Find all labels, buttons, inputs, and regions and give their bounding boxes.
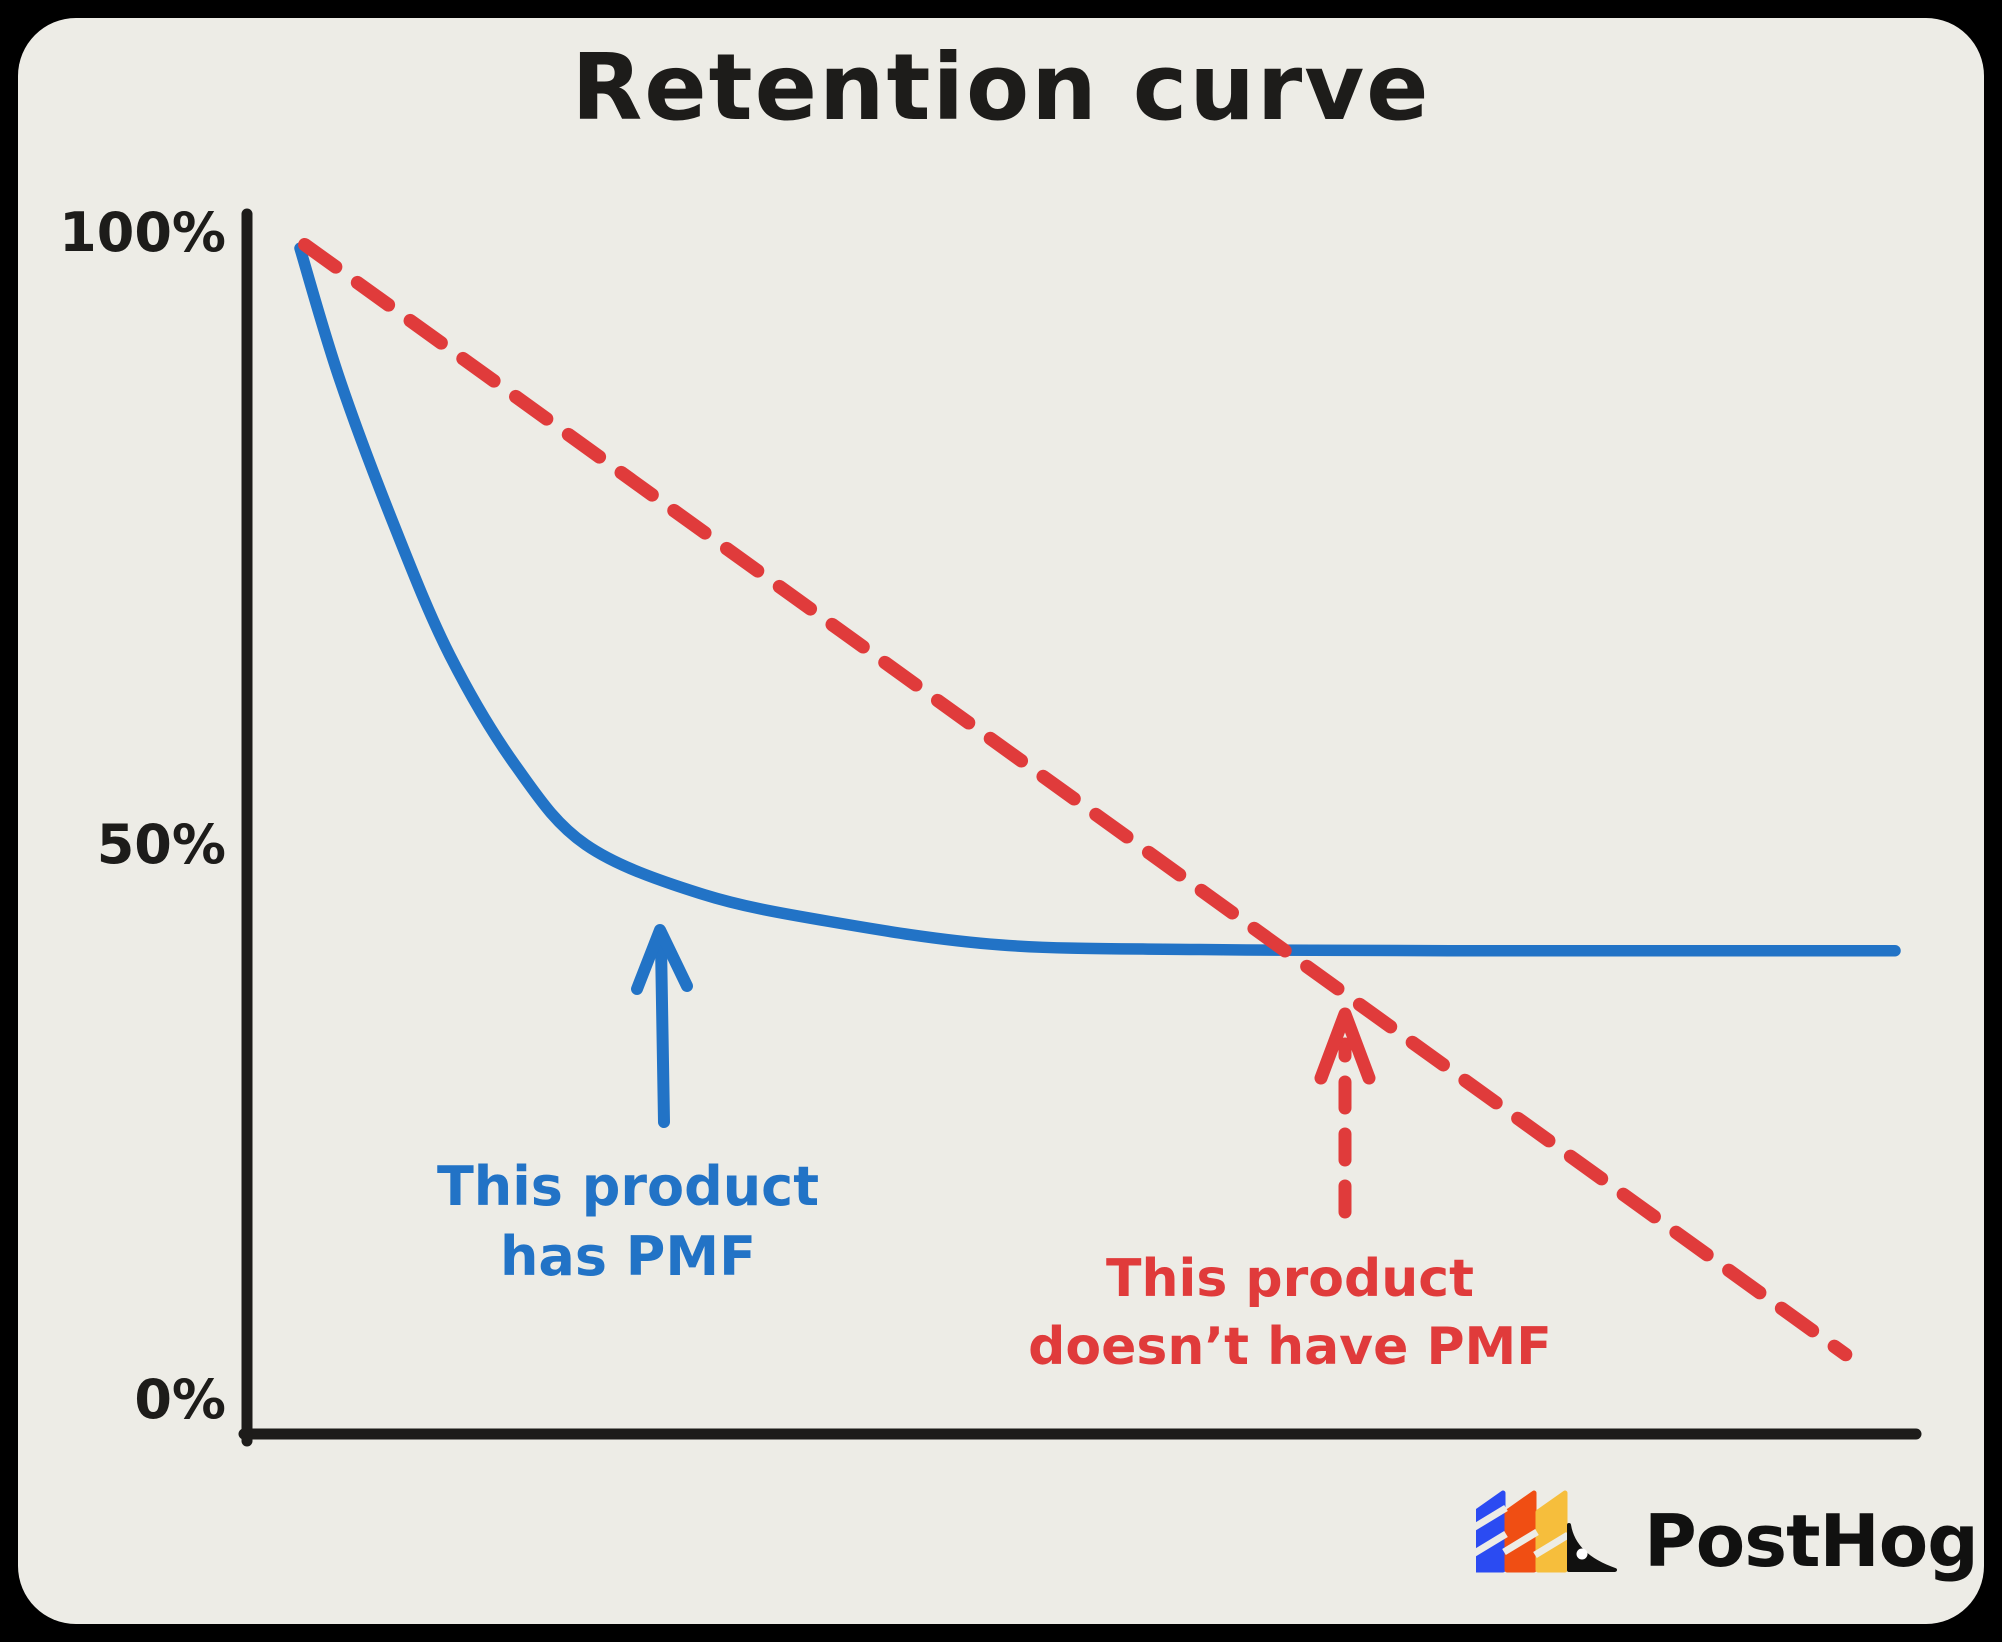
card-background [18,18,1984,1624]
has-pmf-arrow [631,924,693,1128]
series-no-pmf-line [298,237,1853,1362]
no-pmf-annotation: This product doesn’t have PMF [1008,1245,1572,1381]
has-pmf-annotation-line2: has PMF [499,1225,757,1288]
logo-slit-3 [1502,1529,1539,1555]
has-pmf-annotation-line1: This product [436,1155,820,1218]
logo-hedgehog-eye [1576,1548,1588,1560]
has-pmf-arrow-shaft [655,938,670,1128]
retention-curves [294,237,1901,1362]
y-axis-label-100: 100% [59,201,226,264]
logo-stripe-yellow [1535,1490,1568,1573]
chart-title: Retention curve [571,34,1431,141]
posthog-wordmark: PostHog [1644,1499,1979,1583]
no-pmf-arrow-head [1314,1007,1376,1085]
series-has-pmf-curve [294,242,1901,957]
logo-slit-1 [1476,1505,1508,1531]
no-pmf-annotation-line1: This product [1106,1249,1474,1309]
no-pmf-arrow [1314,1007,1376,1219]
logo-slit-4 [1533,1532,1570,1558]
y-axis-label-50: 50% [96,813,226,876]
logo-hedgehog-head [1567,1523,1617,1572]
has-pmf-arrow-head [631,924,693,995]
logo-stripe-blue [1476,1490,1506,1573]
no-pmf-annotation-line2: doesn’t have PMF [1028,1317,1552,1377]
posthog-logo: PostHog [1476,1486,1979,1583]
logo-stripe-orange [1504,1490,1537,1573]
posthog-logo-mark [1476,1490,1617,1573]
has-pmf-annotation: This product has PMF [378,1152,878,1292]
y-axis-label-0: 0% [134,1368,226,1431]
logo-slit-2 [1476,1531,1508,1557]
